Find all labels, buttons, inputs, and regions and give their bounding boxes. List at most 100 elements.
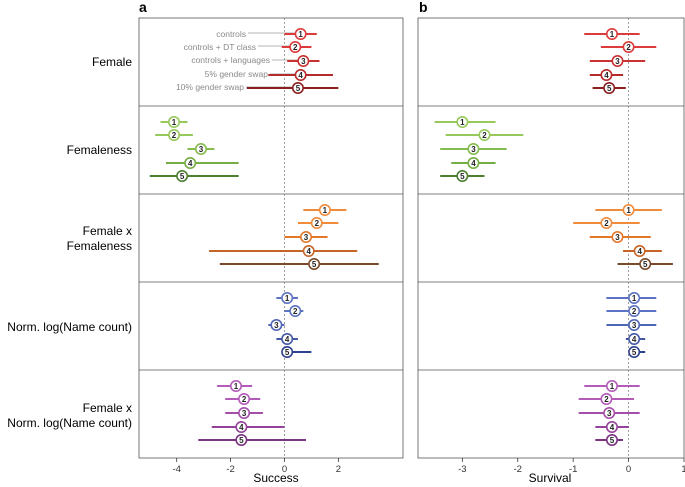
estimate-marker-b-g5-m1 — [605, 379, 618, 392]
estimate-marker-b-g4-m5 — [628, 345, 641, 358]
estimate-marker-b-g2-m5 — [456, 170, 469, 183]
estimate-number-b-g2-m2: 2 — [482, 131, 487, 140]
estimate-number-b-g2-m4: 4 — [471, 159, 476, 168]
estimate-number-a-g4-m4: 4 — [285, 335, 290, 344]
annotation-5pct-gender-swap: 5% gender swap — [205, 69, 269, 79]
estimate-marker-a-g3-m1 — [318, 204, 331, 217]
estimate-number-b-g1-m2: 2 — [626, 43, 631, 52]
estimate-marker-b-g5-m2 — [600, 392, 613, 405]
estimate-marker-a-g4-m1 — [281, 291, 294, 304]
estimate-marker-a-g3-m3 — [300, 231, 313, 244]
panel-a-frame — [138, 17, 404, 459]
estimate-marker-b-g1-m5 — [603, 82, 616, 95]
row-label-female: Female — [92, 55, 132, 69]
estimate-marker-b-g1-m3 — [611, 54, 624, 67]
estimate-number-a-g5-m1: 1 — [234, 382, 239, 391]
estimate-number-a-g4-m1: 1 — [285, 294, 290, 303]
panel-a-tick-label: -2 — [226, 464, 234, 475]
estimate-number-a-g1-m4: 4 — [298, 71, 303, 80]
estimate-number-b-g3-m4: 4 — [637, 247, 642, 256]
estimate-number-a-g5-m4: 4 — [239, 423, 244, 432]
panel-backgrounds — [138, 17, 685, 459]
estimate-number-a-g2-m4: 4 — [188, 159, 193, 168]
estimate-number-b-g2-m1: 1 — [460, 118, 465, 127]
estimate-marker-b-g2-m2 — [478, 129, 491, 142]
estimate-number-a-g3-m3: 3 — [304, 233, 309, 242]
estimate-marker-a-g4-m3 — [270, 318, 283, 331]
estimate-marker-a-g2-m4 — [184, 157, 197, 170]
row-label-female-x-name-count-line2: Norm. log(Name count) — [7, 416, 132, 430]
row-label-name-count: Norm. log(Name count) — [7, 320, 132, 334]
estimate-number-a-g2-m1: 1 — [172, 118, 177, 127]
panel-a-tick-label: 2 — [336, 464, 341, 475]
estimate-marker-a-g3-m2 — [310, 217, 323, 230]
estimate-number-b-g5-m2: 2 — [604, 395, 609, 404]
annotation-controls-languages: controls + languages — [191, 55, 270, 65]
estimate-marker-b-g3-m2 — [600, 217, 613, 230]
estimate-marker-b-g4-m1 — [628, 291, 641, 304]
estimate-marker-a-g2-m2 — [168, 129, 181, 142]
row-label-femaleness: Femaleness — [67, 143, 132, 157]
panel-a-letter: a — [139, 0, 147, 15]
row-label-female-x-femaleness-line1: Female x — [83, 224, 132, 238]
estimate-number-a-g3-m5: 5 — [312, 260, 317, 269]
estimate-number-b-g1-m5: 5 — [607, 84, 612, 93]
panel-b-frame — [417, 17, 685, 459]
estimate-number-b-g2-m5: 5 — [460, 172, 465, 181]
estimate-number-a-g1-m5: 5 — [296, 84, 301, 93]
panel-a-xlabel: Success — [253, 471, 298, 485]
estimate-number-a-g1-m3: 3 — [301, 57, 306, 66]
estimate-marker-b-g5-m4 — [605, 420, 618, 433]
panel-b-tick-label: 0 — [626, 464, 631, 475]
estimate-marker-b-g2-m4 — [467, 157, 480, 170]
estimate-marker-a-g2-m5 — [176, 170, 189, 183]
estimate-number-b-g1-m3: 3 — [615, 57, 620, 66]
estimate-marker-a-g1-m4 — [294, 69, 307, 82]
estimate-marker-b-g3-m4 — [633, 245, 646, 258]
estimate-number-b-g5-m5: 5 — [610, 436, 615, 445]
interval-marks: 1234512345123451234512345123451234512345… — [149, 27, 673, 446]
panel-a-tick-label: -4 — [172, 464, 180, 475]
estimate-marker-b-g5-m5 — [605, 433, 618, 446]
estimate-number-b-g3-m1: 1 — [626, 206, 631, 215]
estimate-number-a-g5-m3: 3 — [242, 409, 247, 418]
estimate-number-b-g5-m3: 3 — [607, 409, 612, 418]
estimate-number-b-g4-m5: 5 — [632, 348, 637, 357]
estimate-marker-b-g4-m2 — [628, 304, 641, 317]
estimate-marker-b-g3-m3 — [611, 231, 624, 244]
estimate-marker-b-g4-m4 — [628, 332, 641, 345]
estimate-marker-a-g5-m3 — [238, 406, 251, 419]
estimate-number-b-g2-m3: 3 — [471, 145, 476, 154]
estimate-marker-a-g1-m3 — [297, 54, 310, 67]
estimate-number-b-g3-m2: 2 — [604, 219, 609, 228]
estimate-marker-a-g2-m3 — [194, 143, 207, 156]
estimate-number-b-g1-m1: 1 — [610, 30, 615, 39]
row-label-female-x-femaleness-line2: Femaleness — [67, 239, 132, 253]
estimate-marker-b-g2-m3 — [467, 143, 480, 156]
estimate-number-b-g1-m4: 4 — [604, 71, 609, 80]
estimate-number-b-g5-m4: 4 — [610, 423, 615, 432]
panel-b-tick-label: -3 — [458, 464, 466, 475]
estimate-number-a-g5-m5: 5 — [239, 436, 244, 445]
estimate-number-b-g4-m4: 4 — [632, 335, 637, 344]
annotation-10pct-gender-swap: 10% gender swap — [176, 82, 244, 92]
estimate-marker-a-g5-m1 — [229, 379, 242, 392]
panel-b-tick-label: 1 — [681, 464, 685, 475]
estimate-number-a-g2-m3: 3 — [199, 145, 204, 154]
estimate-marker-a-g3-m4 — [302, 245, 315, 258]
estimate-number-a-g4-m3: 3 — [274, 321, 279, 330]
estimate-marker-a-g5-m5 — [235, 433, 248, 446]
estimate-marker-b-g4-m3 — [628, 318, 641, 331]
estimate-marker-b-g2-m1 — [456, 116, 469, 129]
estimate-number-b-g3-m3: 3 — [615, 233, 620, 242]
estimate-number-a-g2-m5: 5 — [180, 172, 185, 181]
estimate-number-a-g1-m1: 1 — [298, 30, 303, 39]
estimate-marker-b-g3-m1 — [622, 204, 635, 217]
panel-b-tick-label: -1 — [569, 464, 577, 475]
panel-a-tick-label: 0 — [282, 464, 287, 475]
estimate-number-a-g2-m2: 2 — [172, 131, 177, 140]
estimate-marker-a-g5-m4 — [235, 420, 248, 433]
panel-b-tick-label: -2 — [514, 464, 522, 475]
estimate-number-b-g4-m1: 1 — [632, 294, 637, 303]
